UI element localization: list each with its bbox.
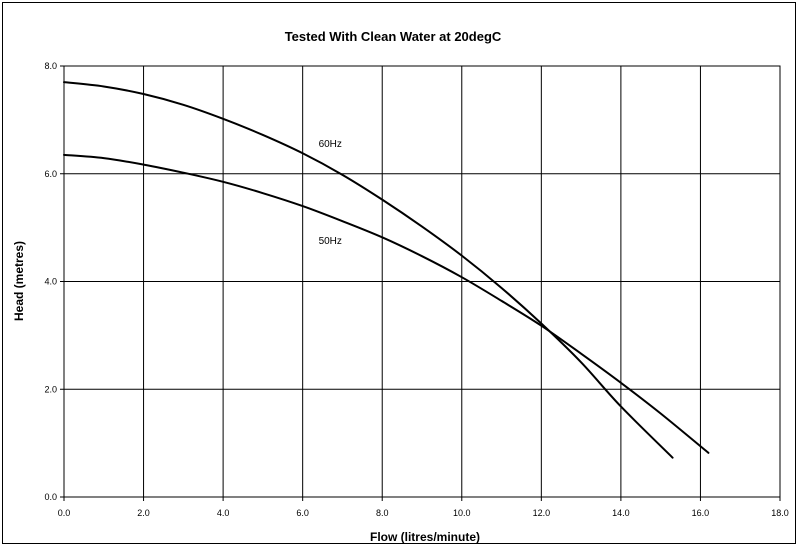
x-tick-label: 8.0	[376, 508, 389, 518]
grid	[64, 66, 780, 497]
y-tick-label: 0.0	[44, 492, 57, 502]
x-tick-label: 4.0	[217, 508, 230, 518]
x-tick-label: 0.0	[58, 508, 71, 518]
x-tick-label: 16.0	[692, 508, 710, 518]
y-tick-label: 2.0	[44, 384, 57, 394]
y-tick-label: 6.0	[44, 169, 57, 179]
x-axis-title: Flow (litres/minute)	[370, 530, 480, 544]
series-label-60hz: 60Hz	[319, 139, 342, 150]
x-tick-label: 18.0	[771, 508, 789, 518]
x-tick-label: 2.0	[137, 508, 150, 518]
series-group: 60Hz 50Hz	[63, 81, 710, 459]
series-label-50hz: 50Hz	[319, 236, 342, 247]
chart-title: Tested With Clean Water at 20degC	[285, 29, 502, 44]
y-tick-label: 8.0	[44, 61, 57, 71]
series-line-60hz	[63, 81, 674, 459]
y-tick-label: 4.0	[44, 277, 57, 287]
x-tick-label: 12.0	[533, 508, 551, 518]
y-axis-title: Head (metres)	[12, 241, 26, 321]
x-tick-label: 10.0	[453, 508, 471, 518]
axis-ticks: 0.0 2.0 4.0 6.0 8.0 10.0 12.0 14.0 16.0 18.0 0.0 2.…	[44, 61, 788, 518]
x-tick-label: 6.0	[296, 508, 309, 518]
series-line-50hz	[63, 153, 710, 454]
x-tick-label: 14.0	[612, 508, 630, 518]
